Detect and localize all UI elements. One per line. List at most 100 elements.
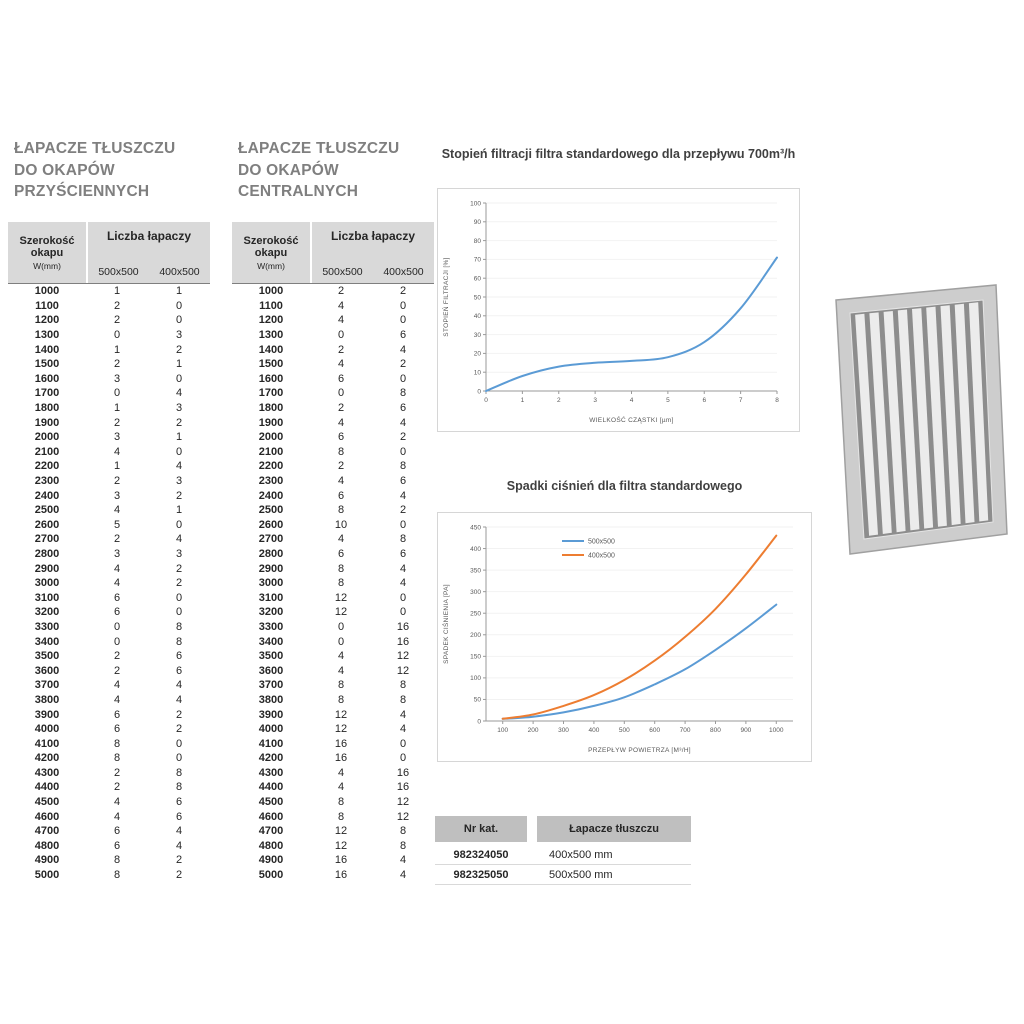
table-cell: 3200 xyxy=(34,606,60,619)
filtration-chart-title: Stopień filtracji filtra standardowego d… xyxy=(441,147,796,161)
table-row: 4200 16 0 xyxy=(232,751,434,766)
table-row: 1100 4 0 xyxy=(232,299,434,314)
table-cell: 2 xyxy=(175,489,183,502)
svg-text:6: 6 xyxy=(702,397,706,404)
width-header-label: Szerokość okapu xyxy=(243,234,299,260)
table-cell: 4 xyxy=(337,533,345,546)
width-header-unit: W(mm) xyxy=(33,260,61,271)
table-row: 4800 6 4 xyxy=(8,839,210,854)
table-cell: 4 xyxy=(399,723,407,736)
table-cell: 2500 xyxy=(258,504,284,517)
table-cell: 8 xyxy=(337,796,345,809)
count-header-label: Liczba łapaczy xyxy=(330,229,416,243)
table-cell: 16 xyxy=(396,781,410,794)
table-cell: 0 xyxy=(113,329,121,342)
table-cell: 4600 xyxy=(34,810,60,823)
svg-text:150: 150 xyxy=(470,654,481,661)
table-cell: 400x500 mm xyxy=(549,848,613,861)
table-cell: 4100 xyxy=(34,737,60,750)
table-row: 3800 4 4 xyxy=(8,693,210,708)
table-row: 5000 16 4 xyxy=(232,868,434,883)
table-cell: 3500 xyxy=(34,650,60,663)
table-cell: 2 xyxy=(337,285,345,298)
table-cell: 6 xyxy=(337,372,345,385)
table-cell: 8 xyxy=(337,504,345,517)
svg-text:300: 300 xyxy=(558,727,569,734)
table-row: 3200 6 0 xyxy=(8,605,210,620)
table-cell: 0 xyxy=(399,606,407,619)
table-row: 4900 16 4 xyxy=(232,853,434,868)
table-row: 2000 3 1 xyxy=(8,430,210,445)
table-cell: 1400 xyxy=(34,343,60,356)
table-cell: 6 xyxy=(113,708,121,721)
svg-text:600: 600 xyxy=(649,727,660,734)
svg-text:8: 8 xyxy=(775,397,779,404)
table-cell: 4800 xyxy=(34,839,60,852)
svg-text:450: 450 xyxy=(470,524,481,531)
svg-text:500: 500 xyxy=(619,727,630,734)
table-cell: 1200 xyxy=(258,314,284,327)
table-cell: 16 xyxy=(334,737,348,750)
svg-text:80: 80 xyxy=(474,238,482,245)
table-cell: 4 xyxy=(399,869,407,882)
table-cell: 12 xyxy=(396,810,410,823)
wall-hoods-section-title: ŁAPACZE TŁUSZCZU DO OKAPÓW PRZYŚCIENNYCH xyxy=(14,140,176,200)
width-header-cell: Szerokość okapu W(mm) xyxy=(232,222,310,283)
table-cell: 2300 xyxy=(34,475,60,488)
central-hoods-table: Szerokość okapu W(mm) Liczba łapaczy 500… xyxy=(232,222,434,882)
catalog-number-header: Nr kat. xyxy=(435,816,527,842)
table-row: 2200 2 8 xyxy=(232,459,434,474)
table-cell: 1 xyxy=(113,343,121,356)
table-cell: 0 xyxy=(175,314,183,327)
svg-text:3: 3 xyxy=(593,397,597,404)
table-row: 2400 6 4 xyxy=(232,488,434,503)
table-cell: 3800 xyxy=(34,693,60,706)
table-cell: 4 xyxy=(337,358,345,371)
table-cell: 1 xyxy=(113,402,121,415)
table-cell: 1100 xyxy=(259,299,283,312)
table-cell: 2800 xyxy=(258,547,284,560)
table-row: 4100 16 0 xyxy=(232,736,434,751)
table-cell: 0 xyxy=(337,329,345,342)
table-cell: 5000 xyxy=(34,869,60,882)
table-cell: 0 xyxy=(175,299,183,312)
table-cell: 2100 xyxy=(258,445,284,458)
table-cell: 4600 xyxy=(258,810,284,823)
table-row: 4100 8 0 xyxy=(8,736,210,751)
table-cell: 4 xyxy=(399,708,407,721)
svg-text:40: 40 xyxy=(474,313,482,320)
table-cell: 4 xyxy=(113,445,121,458)
table-cell: 1 xyxy=(175,504,183,517)
pressure-drop-chart-title: Spadki ciśnień dla filtra standardowego xyxy=(506,479,743,493)
table-cell: 4300 xyxy=(34,766,60,779)
size-columns: 500x500 400x500 xyxy=(88,266,210,278)
table-cell: 4 xyxy=(337,299,345,312)
table-cell: 2 xyxy=(113,416,121,429)
table-cell: 2200 xyxy=(258,460,284,473)
table-cell: 2 xyxy=(113,358,121,371)
table-cell: 4800 xyxy=(258,839,284,852)
table-cell: 4 xyxy=(399,854,407,867)
table-cell: 8 xyxy=(337,693,345,706)
table-cell: 6 xyxy=(175,796,183,809)
table-row: 1400 2 4 xyxy=(232,342,434,357)
table-row: 2800 3 3 xyxy=(8,547,210,562)
table-cell: 2100 xyxy=(34,445,60,458)
table-row: 1900 4 4 xyxy=(232,415,434,430)
table-row: 2400 3 2 xyxy=(8,488,210,503)
table-row: 2300 2 3 xyxy=(8,474,210,489)
table-cell: 4200 xyxy=(34,752,60,765)
table-row: 1700 0 4 xyxy=(8,386,210,401)
table-row: 2300 4 6 xyxy=(232,474,434,489)
table-row: 1800 1 3 xyxy=(8,401,210,416)
size-column-400x500: 400x500 xyxy=(159,266,200,278)
table-row: 3000 8 4 xyxy=(232,576,434,591)
table-cell: 12 xyxy=(396,664,410,677)
table-cell: 4 xyxy=(337,416,345,429)
table-cell: 3100 xyxy=(34,591,60,604)
table-row: 5000 8 2 xyxy=(8,868,210,883)
width-header-cell: Szerokość okapu W(mm) xyxy=(8,222,86,283)
table-cell: 0 xyxy=(175,591,183,604)
table-cell: 16 xyxy=(396,635,410,648)
table-cell: 4 xyxy=(175,679,183,692)
